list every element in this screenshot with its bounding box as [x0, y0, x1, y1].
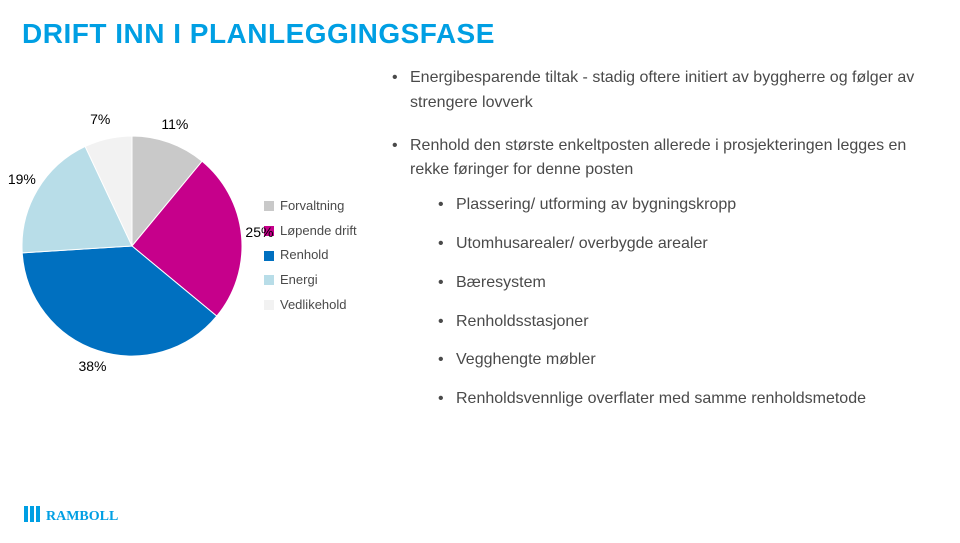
- legend-label: Renhold: [280, 243, 328, 268]
- text-column: Energibesparende tiltak - stadig oftere …: [382, 66, 938, 430]
- legend-label: Energi: [280, 268, 318, 293]
- pie-chart: [22, 136, 242, 356]
- bullet-1: Energibesparende tiltak - stadig oftere …: [392, 66, 938, 116]
- sub-2: Utomhusarealer/ overbygde arealer: [438, 232, 938, 257]
- pie-pct-label: 11%: [161, 116, 188, 132]
- legend-item: Renhold: [264, 243, 357, 268]
- sub-4: Renholdsstasjoner: [438, 310, 938, 335]
- pie-legend: ForvaltningLøpende driftRenholdEnergiVed…: [264, 194, 357, 317]
- sub-3: Bæresystem: [438, 271, 938, 296]
- legend-item: Forvaltning: [264, 194, 357, 219]
- legend-label: Forvaltning: [280, 194, 344, 219]
- legend-label: Løpende drift: [280, 219, 357, 244]
- legend-swatch: [264, 275, 274, 285]
- legend-item: Vedlikehold: [264, 293, 357, 318]
- legend-item: Løpende drift: [264, 219, 357, 244]
- pie-chart-wrap: ForvaltningLøpende driftRenholdEnergiVed…: [22, 136, 382, 356]
- page-title: DRIFT INN I PLANLEGGINGSFASE: [22, 18, 938, 50]
- legend-swatch: [264, 300, 274, 310]
- sub-6: Renholdsvennlige overflater med samme re…: [438, 387, 938, 412]
- chart-column: ForvaltningLøpende driftRenholdEnergiVed…: [22, 66, 382, 430]
- pie-pct-label: 25%: [245, 224, 273, 240]
- ramboll-logo: RAMBOLL: [24, 504, 134, 529]
- legend-swatch: [264, 201, 274, 211]
- sub-1: Plassering/ utforming av bygningskropp: [438, 193, 938, 218]
- sub-list: Plassering/ utforming av bygningskropp U…: [438, 193, 938, 412]
- svg-text:RAMBOLL: RAMBOLL: [46, 509, 118, 524]
- legend-swatch: [264, 251, 274, 261]
- sub-5: Vegghengte møbler: [438, 348, 938, 373]
- bullet-2-text: Renhold den største enkeltposten allered…: [410, 137, 906, 179]
- pie-pct-label: 38%: [78, 358, 106, 374]
- legend-item: Energi: [264, 268, 357, 293]
- bullet-list: Energibesparende tiltak - stadig oftere …: [392, 66, 938, 412]
- pie-pct-label: 7%: [90, 111, 110, 127]
- bullet-2: Renhold den største enkeltposten allered…: [392, 134, 938, 412]
- legend-label: Vedlikehold: [280, 293, 347, 318]
- pie-pct-label: 19%: [8, 171, 36, 187]
